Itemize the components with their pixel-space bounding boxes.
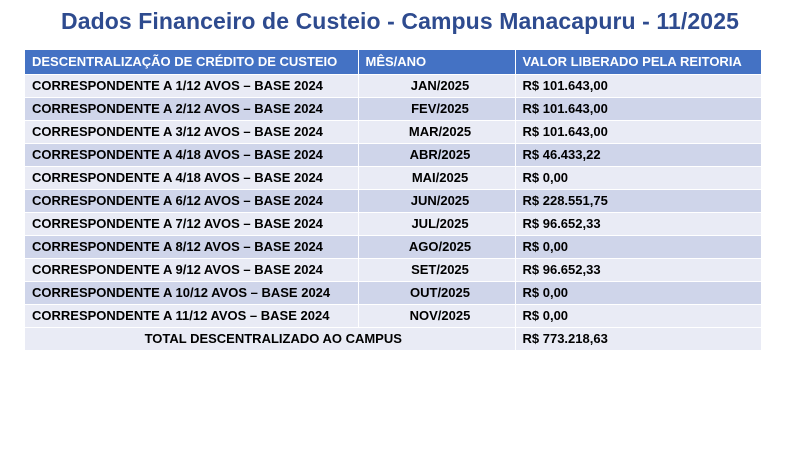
row-value: R$ 101.643,00 (515, 97, 762, 121)
total-label: TOTAL DESCENTRALIZADO AO CAMPUS (25, 327, 516, 351)
table-row: CORRESPONDENTE A 6/12 AVOS – BASE 2024 J… (25, 189, 762, 213)
row-description: CORRESPONDENTE A 3/12 AVOS – BASE 2024 (25, 120, 359, 144)
row-month: SET/2025 (358, 258, 516, 282)
table-header-row: DESCENTRALIZAÇÃO DE CRÉDITO DE CUSTEIO M… (25, 50, 762, 75)
row-value: R$ 0,00 (515, 166, 762, 190)
row-description: CORRESPONDENTE A 10/12 AVOS – BASE 2024 (25, 281, 359, 305)
row-month: ABR/2025 (358, 143, 516, 167)
table-row: CORRESPONDENTE A 7/12 AVOS – BASE 2024 J… (25, 212, 762, 236)
row-description: CORRESPONDENTE A 1/12 AVOS – BASE 2024 (25, 74, 359, 98)
row-month: JAN/2025 (358, 74, 516, 98)
table-row: CORRESPONDENTE A 11/12 AVOS – BASE 2024 … (25, 304, 762, 328)
table-row: CORRESPONDENTE A 3/12 AVOS – BASE 2024 M… (25, 120, 762, 144)
row-description: CORRESPONDENTE A 9/12 AVOS – BASE 2024 (25, 258, 359, 282)
row-description: CORRESPONDENTE A 4/18 AVOS – BASE 2024 (25, 143, 359, 167)
row-value: R$ 0,00 (515, 235, 762, 259)
header-value: VALOR LIBERADO PELA REITORIA (515, 50, 762, 75)
header-description: DESCENTRALIZAÇÃO DE CRÉDITO DE CUSTEIO (25, 50, 359, 75)
table-row: CORRESPONDENTE A 8/12 AVOS – BASE 2024 A… (25, 235, 762, 259)
row-month: NOV/2025 (358, 304, 516, 328)
row-value: R$ 228.551,75 (515, 189, 762, 213)
row-month: JUN/2025 (358, 189, 516, 213)
row-description: CORRESPONDENTE A 4/18 AVOS – BASE 2024 (25, 166, 359, 190)
row-month: FEV/2025 (358, 97, 516, 121)
row-month: MAI/2025 (358, 166, 516, 190)
row-month: MAR/2025 (358, 120, 516, 144)
row-value: R$ 96.652,33 (515, 212, 762, 236)
row-month: AGO/2025 (358, 235, 516, 259)
total-row: TOTAL DESCENTRALIZADO AO CAMPUS R$ 773.2… (25, 327, 762, 351)
row-value: R$ 101.643,00 (515, 120, 762, 144)
table-row: CORRESPONDENTE A 4/18 AVOS – BASE 2024 M… (25, 166, 762, 190)
row-description: CORRESPONDENTE A 8/12 AVOS – BASE 2024 (25, 235, 359, 259)
row-value: R$ 101.643,00 (515, 74, 762, 98)
row-description: CORRESPONDENTE A 11/12 AVOS – BASE 2024 (25, 304, 359, 328)
row-value: R$ 0,00 (515, 281, 762, 305)
row-value: R$ 96.652,33 (515, 258, 762, 282)
row-month: JUL/2025 (358, 212, 516, 236)
table-row: CORRESPONDENTE A 10/12 AVOS – BASE 2024 … (25, 281, 762, 305)
table-row: CORRESPONDENTE A 1/12 AVOS – BASE 2024 J… (25, 74, 762, 98)
page-title: Dados Financeiro de Custeio - Campus Man… (60, 8, 739, 34)
row-description: CORRESPONDENTE A 7/12 AVOS – BASE 2024 (25, 212, 359, 236)
row-month: OUT/2025 (358, 281, 516, 305)
table-row: CORRESPONDENTE A 4/18 AVOS – BASE 2024 A… (25, 143, 762, 167)
header-month: MÊS/ANO (358, 50, 516, 75)
financial-table: DESCENTRALIZAÇÃO DE CRÉDITO DE CUSTEIO M… (25, 50, 762, 351)
row-description: CORRESPONDENTE A 2/12 AVOS – BASE 2024 (25, 97, 359, 121)
row-value: R$ 46.433,22 (515, 143, 762, 167)
row-description: CORRESPONDENTE A 6/12 AVOS – BASE 2024 (25, 189, 359, 213)
table-row: CORRESPONDENTE A 9/12 AVOS – BASE 2024 S… (25, 258, 762, 282)
row-value: R$ 0,00 (515, 304, 762, 328)
table-row: CORRESPONDENTE A 2/12 AVOS – BASE 2024 F… (25, 97, 762, 121)
total-value: R$ 773.218,63 (515, 327, 762, 351)
